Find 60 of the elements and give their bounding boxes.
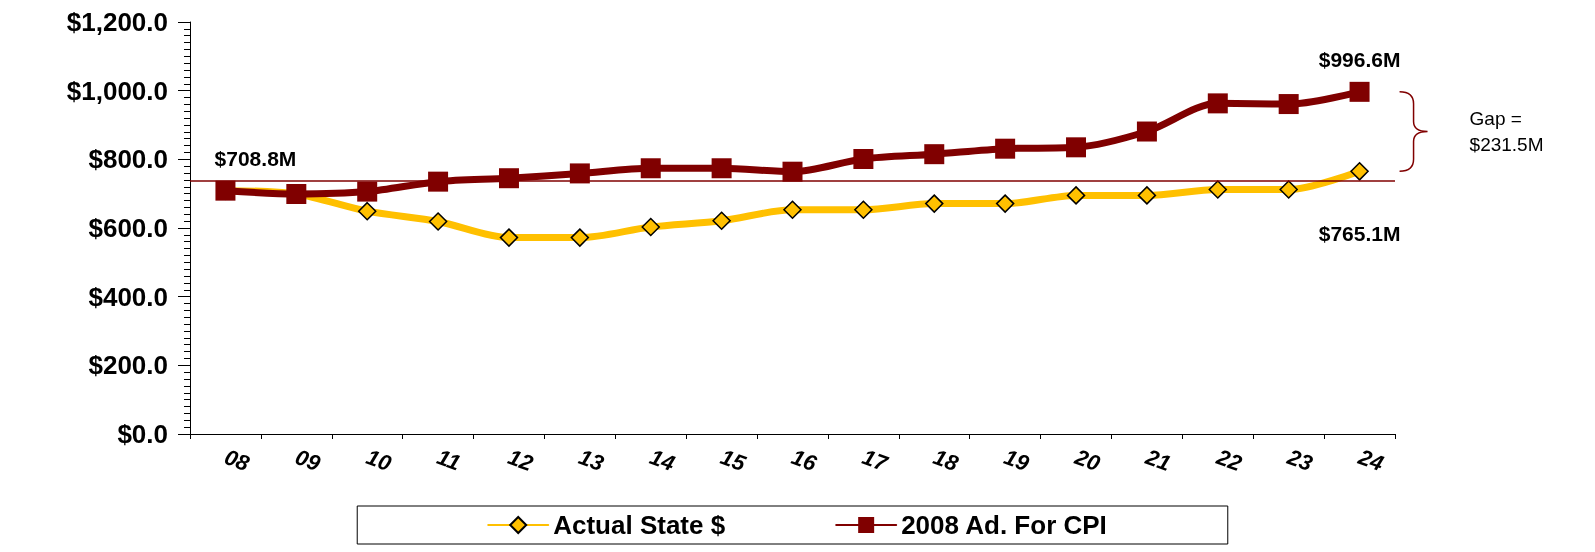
point	[782, 161, 803, 182]
point	[1349, 81, 1370, 102]
point	[357, 201, 377, 221]
x-tick-label: 16	[788, 444, 821, 477]
point	[428, 212, 448, 231]
x-tick-label: 24	[1354, 443, 1387, 477]
point	[925, 194, 944, 213]
point	[1137, 186, 1157, 205]
point	[924, 144, 945, 165]
point	[640, 158, 661, 179]
x-tick-label: 14	[646, 444, 679, 477]
point	[712, 211, 731, 231]
x-tick-label: 10	[362, 444, 396, 477]
x-tick-label: 13	[575, 444, 608, 477]
point	[428, 171, 449, 192]
point	[357, 181, 378, 202]
point	[1350, 162, 1369, 181]
point	[711, 158, 732, 179]
x-tick-label: 20	[1070, 443, 1105, 477]
y-tick-label: $1,000.0	[66, 75, 168, 106]
point	[783, 200, 802, 220]
point	[854, 200, 873, 220]
y-tick-label: $0.0	[117, 419, 168, 449]
point	[1066, 186, 1086, 205]
point	[498, 168, 519, 189]
point	[1278, 94, 1299, 115]
point	[641, 217, 660, 237]
y-tick-label: $600.0	[88, 213, 168, 243]
annotation: $708.8M	[214, 146, 297, 170]
x-tick-label: 09	[292, 444, 325, 477]
point	[995, 194, 1015, 213]
y-tick-label: $200.0	[88, 350, 168, 381]
x-tick-label: 12	[504, 444, 537, 477]
x-tick-label: 22	[1212, 443, 1246, 477]
point	[569, 163, 590, 184]
annotation: $765.1M	[1318, 222, 1401, 246]
point	[1279, 180, 1298, 199]
text: Gap = $231.5M	[1469, 108, 1544, 156]
point	[1136, 121, 1157, 142]
x-tick-label: 15	[717, 444, 750, 477]
point	[1208, 180, 1228, 199]
point	[853, 148, 874, 169]
point	[499, 228, 519, 247]
x-tick-label: 17	[859, 444, 893, 477]
y-tick-label: $800.0	[88, 144, 168, 175]
point	[570, 228, 590, 247]
legend-label: 2008 Ad. For CPI	[901, 510, 1107, 540]
point	[1066, 137, 1087, 158]
x-tick-label: 21	[1141, 443, 1175, 477]
legend-label: Actual State $	[553, 510, 726, 540]
y-tick-label: $400.0	[88, 281, 168, 312]
x-tick-label: 19	[1000, 444, 1034, 477]
x-tick-label: 18	[929, 444, 963, 477]
point	[1207, 93, 1228, 114]
y-tick-label: $1,200.0	[66, 7, 168, 37]
x-tick-label: 08	[221, 444, 254, 477]
x-tick-label: 11	[433, 444, 464, 476]
annotation: $996.6M	[1318, 47, 1401, 71]
x-tick-label: 23	[1283, 443, 1316, 477]
point	[995, 138, 1016, 159]
